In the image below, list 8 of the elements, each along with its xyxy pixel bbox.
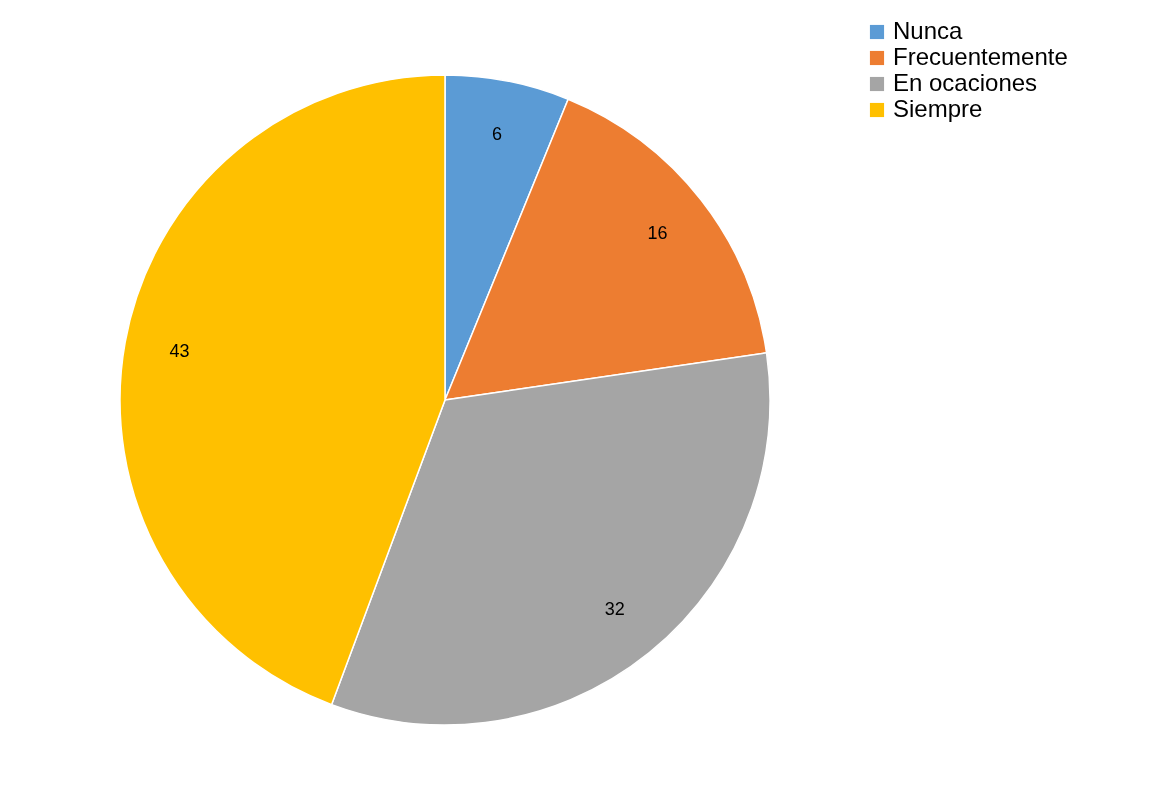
legend-label: Nunca [893,17,964,44]
legend-label: Frecuentemente [893,43,1068,70]
data-label: 32 [604,598,625,619]
legend-label: En ocaciones [893,69,1038,96]
data-label: 6 [492,124,503,145]
legend-label: Siempre [893,95,983,122]
data-label: 16 [647,222,668,243]
data-label: 43 [169,341,190,362]
